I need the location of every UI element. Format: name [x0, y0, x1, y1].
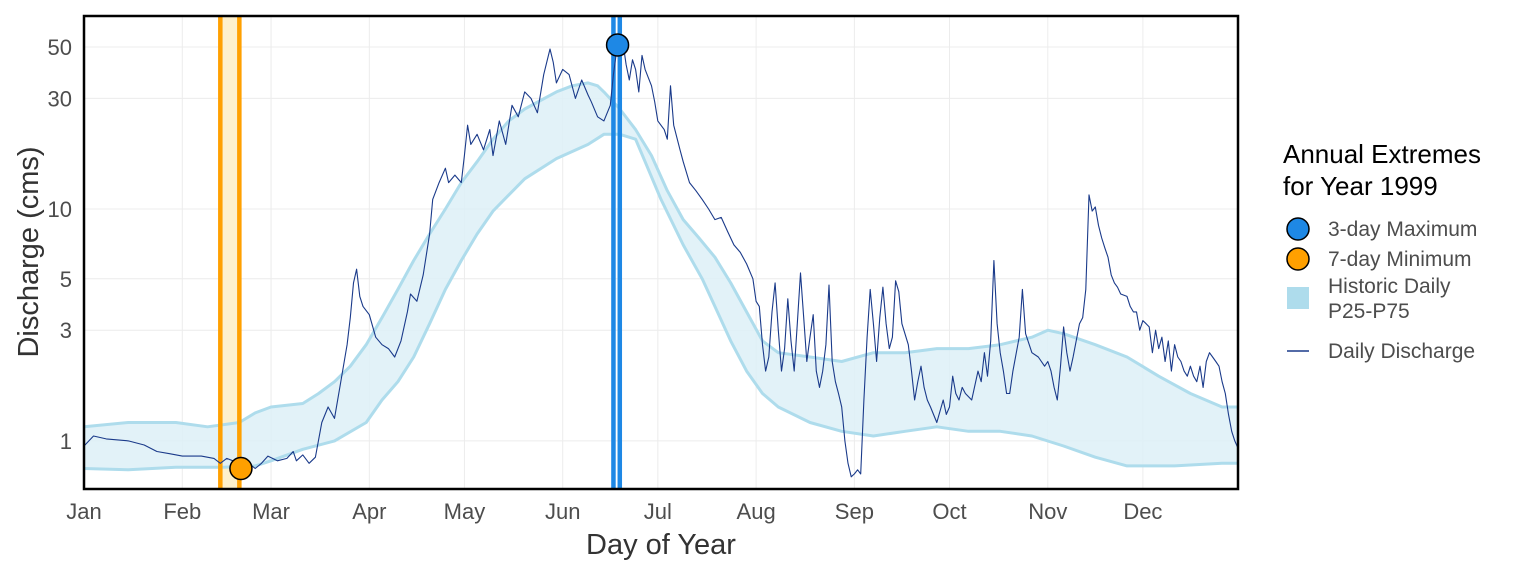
- legend-min-marker: [1286, 247, 1310, 271]
- legend-title-line1: Annual Extremes: [1283, 139, 1481, 169]
- x-tick-label: Jul: [644, 499, 672, 524]
- legend-line-label: Daily Discharge: [1328, 340, 1475, 363]
- y-axis-ticks: 1 3 5 10 30 50: [48, 35, 72, 454]
- y-tick-label: 3: [60, 318, 72, 343]
- x-axis-ticks: Jan Feb Mar Apr May Jun Jul Aug Sep Oct Nov Dec: [66, 499, 1162, 524]
- extreme-markers: [229, 33, 630, 481]
- legend-title-line2: for Year 1999: [1283, 171, 1438, 201]
- legend-band-label-line1: Historic Daily: [1328, 275, 1451, 298]
- legend-max-label: 3-day Maximum: [1328, 218, 1477, 241]
- y-tick-label: 1: [60, 429, 72, 454]
- x-tick-label: Aug: [737, 499, 776, 524]
- x-axis-title: Day of Year: [586, 529, 736, 561]
- y-tick-label: 10: [48, 197, 72, 222]
- legend-max-marker: [1286, 217, 1310, 241]
- legend: Annual Extremes for Year 1999 3-day Maxi…: [1283, 139, 1481, 363]
- band-area: [84, 82, 1238, 470]
- y-tick-label: 30: [48, 86, 72, 111]
- x-tick-label: Mar: [252, 499, 290, 524]
- x-tick-label: Nov: [1028, 499, 1067, 524]
- legend-band-label-line2: P25-P75: [1328, 300, 1410, 323]
- plot-frame: [82, 14, 1240, 491]
- max-marker: [605, 33, 630, 57]
- x-tick-label: Sep: [835, 499, 874, 524]
- x-tick-label: May: [444, 499, 486, 524]
- y-tick-label: 5: [60, 267, 72, 292]
- y-axis-title: Discharge (cms): [13, 146, 45, 357]
- x-tick-label: Jun: [545, 499, 580, 524]
- min-period-shade: [220, 16, 240, 489]
- extreme-period-lines: [218, 16, 623, 489]
- extreme-period-shading: [220, 16, 240, 489]
- x-tick-label: Apr: [352, 499, 386, 524]
- x-tick-label: Oct: [932, 499, 966, 524]
- daily-discharge-line: [84, 36, 1238, 478]
- x-tick-label: Feb: [163, 499, 201, 524]
- x-tick-label: Jan: [66, 499, 101, 524]
- legend-band-swatch: [1287, 287, 1309, 309]
- min-marker: [229, 456, 253, 481]
- legend-min-label: 7-day Minimum: [1328, 248, 1472, 271]
- band-p25-edge: [84, 132, 1238, 472]
- x-tick-label: Dec: [1123, 499, 1162, 524]
- y-tick-label: 50: [48, 35, 72, 60]
- daily-discharge-series: [84, 36, 1238, 478]
